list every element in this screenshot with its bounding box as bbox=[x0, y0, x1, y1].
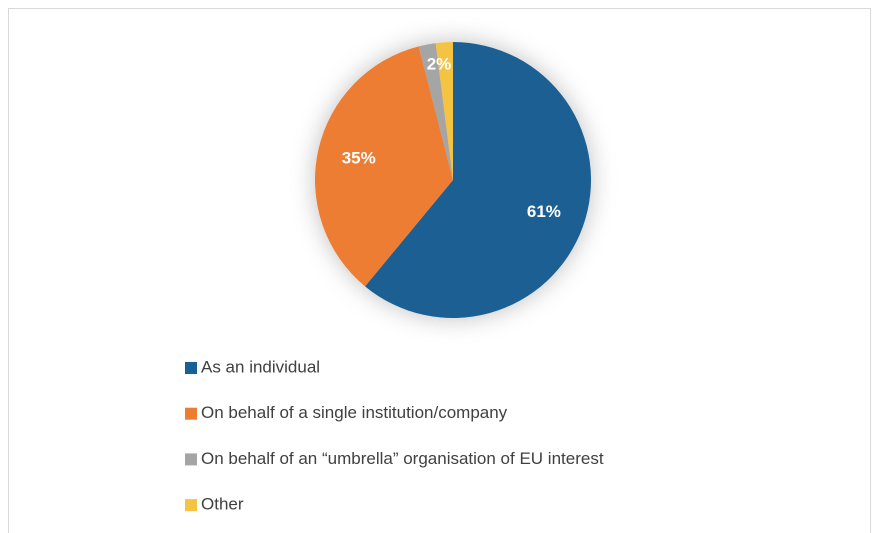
pie-slice bbox=[435, 42, 453, 180]
data-label: 35% bbox=[342, 148, 376, 167]
legend-label: Other bbox=[201, 495, 244, 514]
legend-swatch bbox=[185, 453, 197, 466]
legend-label: On behalf of an “umbrella” organisation … bbox=[201, 449, 604, 468]
pie-slice bbox=[365, 42, 591, 318]
legend-swatch bbox=[185, 499, 197, 512]
legend-label: On behalf of a single institution/compan… bbox=[201, 403, 508, 422]
legend-label: As an individual bbox=[201, 357, 320, 376]
pie-slice bbox=[418, 43, 453, 181]
pie-slice bbox=[314, 46, 453, 287]
data-label: 2% bbox=[427, 54, 452, 73]
data-label: 61% bbox=[527, 202, 561, 221]
chart-frame bbox=[8, 8, 871, 533]
legend-swatch bbox=[185, 407, 197, 420]
legend-swatch bbox=[185, 362, 197, 374]
pie bbox=[314, 42, 591, 318]
